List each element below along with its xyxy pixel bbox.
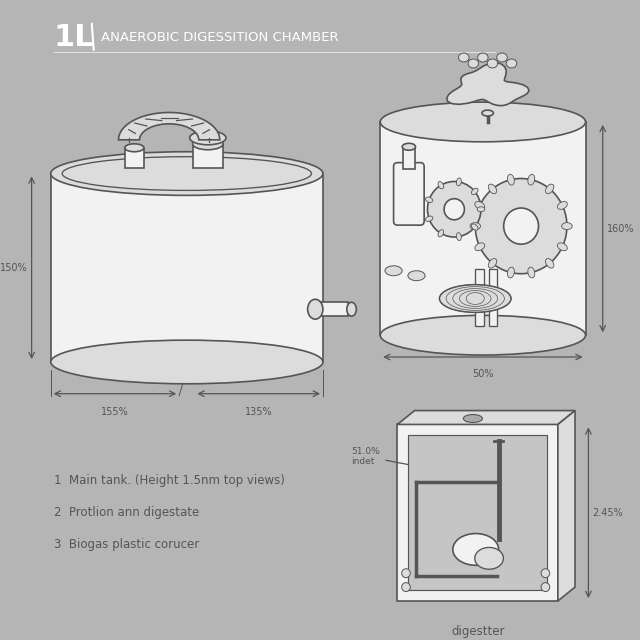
- Circle shape: [402, 582, 410, 591]
- Ellipse shape: [488, 259, 497, 268]
- Ellipse shape: [51, 340, 323, 384]
- FancyBboxPatch shape: [380, 122, 586, 335]
- Ellipse shape: [438, 182, 444, 189]
- Ellipse shape: [468, 59, 479, 68]
- FancyBboxPatch shape: [51, 173, 323, 362]
- Ellipse shape: [506, 59, 516, 68]
- FancyBboxPatch shape: [312, 302, 348, 316]
- Polygon shape: [397, 411, 575, 424]
- Text: 155%: 155%: [101, 406, 129, 417]
- Ellipse shape: [508, 267, 515, 278]
- Ellipse shape: [475, 243, 484, 251]
- Ellipse shape: [497, 53, 508, 62]
- Text: 1L: 1L: [54, 23, 94, 52]
- Text: 50%: 50%: [472, 369, 493, 379]
- FancyBboxPatch shape: [193, 144, 223, 168]
- Ellipse shape: [438, 230, 444, 237]
- Ellipse shape: [488, 184, 497, 194]
- Ellipse shape: [487, 59, 498, 68]
- Ellipse shape: [347, 302, 356, 316]
- Circle shape: [444, 198, 465, 220]
- Ellipse shape: [477, 53, 488, 62]
- Text: ANAEROBIC DIGESSITION CHAMBER: ANAEROBIC DIGESSITION CHAMBER: [101, 31, 339, 44]
- Ellipse shape: [62, 157, 312, 191]
- Ellipse shape: [51, 152, 323, 195]
- Ellipse shape: [557, 243, 567, 251]
- Circle shape: [541, 582, 550, 591]
- Polygon shape: [447, 63, 529, 106]
- Ellipse shape: [402, 143, 415, 150]
- Ellipse shape: [189, 131, 226, 145]
- Ellipse shape: [426, 197, 433, 202]
- Text: 3  Biogas plastic corucer: 3 Biogas plastic corucer: [54, 538, 199, 550]
- Text: 160%: 160%: [607, 223, 634, 234]
- FancyBboxPatch shape: [488, 269, 497, 326]
- Ellipse shape: [440, 285, 511, 312]
- Text: 2  Protlion ann digestate: 2 Protlion ann digestate: [54, 506, 199, 519]
- Ellipse shape: [528, 267, 535, 278]
- FancyBboxPatch shape: [476, 269, 484, 326]
- Circle shape: [541, 569, 550, 578]
- Ellipse shape: [456, 233, 461, 241]
- Circle shape: [504, 208, 538, 244]
- Ellipse shape: [562, 223, 572, 230]
- Circle shape: [428, 182, 481, 237]
- Ellipse shape: [472, 188, 478, 195]
- Text: 135%: 135%: [245, 406, 273, 417]
- Ellipse shape: [463, 415, 483, 422]
- Ellipse shape: [408, 271, 425, 281]
- Circle shape: [476, 179, 567, 274]
- Ellipse shape: [193, 138, 223, 150]
- Ellipse shape: [125, 144, 144, 152]
- Text: 51.0%
indet: 51.0% indet: [351, 447, 495, 483]
- Ellipse shape: [456, 178, 461, 186]
- FancyBboxPatch shape: [403, 147, 415, 168]
- Ellipse shape: [557, 202, 567, 209]
- Text: digestter: digestter: [451, 625, 504, 638]
- Text: 150%: 150%: [0, 263, 28, 273]
- Ellipse shape: [482, 110, 493, 116]
- Ellipse shape: [385, 266, 402, 276]
- FancyBboxPatch shape: [394, 163, 424, 225]
- FancyBboxPatch shape: [408, 435, 547, 590]
- Ellipse shape: [426, 216, 433, 221]
- Ellipse shape: [508, 174, 515, 185]
- Ellipse shape: [452, 534, 499, 565]
- Text: 1  Main tank. (Height 1.5nm top views): 1 Main tank. (Height 1.5nm top views): [54, 474, 284, 487]
- Ellipse shape: [528, 174, 535, 185]
- Ellipse shape: [472, 224, 478, 230]
- Ellipse shape: [458, 53, 469, 62]
- Ellipse shape: [477, 207, 484, 212]
- Ellipse shape: [470, 223, 481, 230]
- FancyBboxPatch shape: [397, 424, 558, 601]
- Ellipse shape: [545, 184, 554, 194]
- Ellipse shape: [475, 202, 484, 209]
- Circle shape: [402, 569, 410, 578]
- FancyBboxPatch shape: [125, 148, 144, 168]
- Ellipse shape: [380, 316, 586, 355]
- Text: 2.45%: 2.45%: [592, 508, 623, 518]
- Ellipse shape: [545, 259, 554, 268]
- Polygon shape: [558, 411, 575, 601]
- Ellipse shape: [475, 547, 504, 569]
- Ellipse shape: [380, 102, 586, 142]
- Ellipse shape: [308, 300, 323, 319]
- Polygon shape: [118, 113, 220, 140]
